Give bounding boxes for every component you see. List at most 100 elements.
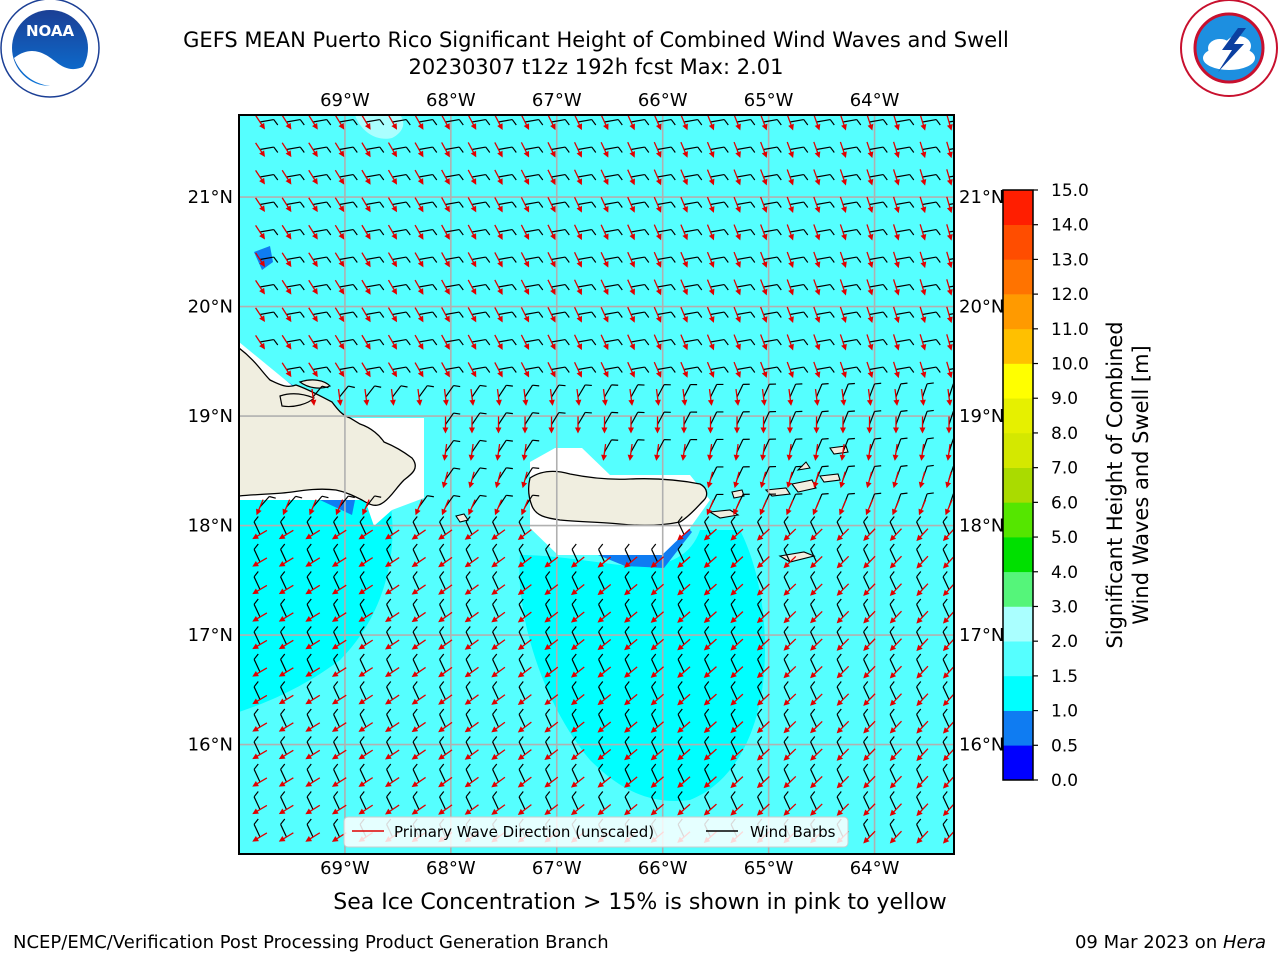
wind-barb bbox=[869, 173, 888, 181]
wave-direction-arrow bbox=[919, 224, 927, 241]
wave-direction-arrow bbox=[680, 141, 688, 158]
vector-marker bbox=[467, 115, 491, 130]
vector-marker bbox=[334, 307, 358, 323]
wave-direction-arrow bbox=[308, 279, 318, 295]
vector-marker bbox=[411, 763, 426, 788]
wind-barb bbox=[550, 411, 566, 425]
vector-marker bbox=[385, 653, 400, 678]
wind-barb bbox=[524, 384, 540, 398]
vector-marker bbox=[703, 791, 717, 816]
wind-barb bbox=[624, 543, 632, 563]
colorbar-swatch bbox=[1003, 294, 1033, 330]
wind-barb bbox=[863, 571, 871, 590]
vector-marker bbox=[733, 279, 756, 296]
wind-barb bbox=[816, 311, 835, 318]
wave-direction-arrow bbox=[362, 499, 370, 516]
wave-direction-arrow bbox=[730, 528, 744, 541]
vector-marker bbox=[544, 571, 559, 596]
wave-direction-arrow bbox=[839, 499, 847, 516]
wave-direction-arrow bbox=[863, 610, 876, 624]
wave-direction-arrow bbox=[866, 416, 873, 434]
wind-barb bbox=[439, 598, 447, 618]
vector-marker bbox=[464, 516, 479, 540]
wave-direction-arrow bbox=[813, 306, 821, 323]
vector-marker bbox=[760, 410, 777, 434]
wave-direction-arrow bbox=[358, 639, 374, 650]
vector-marker bbox=[491, 516, 506, 540]
wave-direction-arrow bbox=[786, 416, 793, 434]
wave-direction-arrow bbox=[946, 115, 953, 131]
wind-barb bbox=[571, 763, 579, 783]
wave-direction-arrow bbox=[441, 471, 449, 489]
wave-direction-arrow bbox=[361, 142, 371, 158]
vector-marker bbox=[252, 543, 268, 567]
vector-marker bbox=[703, 626, 717, 651]
vector-marker bbox=[597, 653, 612, 678]
colorbar-tick-label: 7.0 bbox=[1051, 459, 1078, 479]
vector-marker bbox=[494, 115, 517, 130]
wave-direction-arrow bbox=[491, 556, 506, 568]
vector-marker bbox=[600, 306, 623, 323]
vector-marker bbox=[442, 384, 461, 406]
wave-direction-arrow bbox=[464, 749, 479, 760]
colorbar-tick-label: 14.0 bbox=[1051, 216, 1089, 236]
vector-marker bbox=[336, 385, 355, 406]
wave-direction-arrow bbox=[916, 555, 929, 569]
wave-direction-arrow bbox=[680, 361, 688, 378]
wave-direction-arrow bbox=[863, 528, 876, 541]
wave-direction-arrow bbox=[361, 197, 371, 213]
wind-barb bbox=[306, 736, 314, 755]
wind-barb bbox=[286, 201, 305, 208]
vector-marker bbox=[889, 681, 902, 707]
vector-marker bbox=[494, 252, 517, 268]
wind-barb bbox=[810, 516, 818, 535]
vector-marker bbox=[783, 681, 797, 706]
wind-barb bbox=[551, 118, 570, 126]
vector-marker bbox=[281, 169, 305, 185]
colorbar-swatch bbox=[1003, 363, 1033, 399]
wind-barb bbox=[624, 681, 632, 700]
wind-barb bbox=[471, 146, 491, 153]
wind-barb bbox=[280, 791, 288, 810]
wave-direction-arrow bbox=[491, 721, 506, 733]
vector-marker bbox=[517, 681, 532, 705]
vector-marker bbox=[786, 196, 809, 213]
wind-barb bbox=[418, 118, 438, 126]
vector-marker bbox=[866, 196, 888, 214]
vector-marker bbox=[892, 224, 915, 241]
wind-barb bbox=[863, 708, 871, 728]
vector-marker bbox=[942, 763, 954, 789]
wave-direction-arrow bbox=[627, 251, 635, 268]
vector-marker bbox=[810, 791, 823, 816]
wave-direction-arrow bbox=[863, 748, 876, 761]
wave-direction-arrow bbox=[544, 639, 559, 651]
wind-barb bbox=[518, 791, 526, 810]
vector-marker bbox=[441, 142, 464, 158]
wave-direction-arrow bbox=[520, 224, 530, 241]
wind-barb bbox=[916, 653, 924, 673]
vector-marker bbox=[839, 279, 862, 296]
colorbar-swatch bbox=[1003, 502, 1033, 538]
wind-barb bbox=[656, 411, 671, 425]
wind-barb bbox=[842, 338, 862, 346]
wave-direction-arrow bbox=[411, 666, 426, 678]
wave-direction-arrow bbox=[865, 471, 873, 489]
wave-direction-arrow bbox=[945, 416, 952, 434]
wind-barb bbox=[948, 201, 954, 206]
vector-marker bbox=[438, 543, 453, 568]
wave-direction-arrow bbox=[919, 141, 927, 159]
wave-direction-arrow bbox=[441, 499, 450, 516]
vector-marker bbox=[411, 571, 426, 595]
vector-marker bbox=[361, 252, 385, 268]
wind-barb bbox=[815, 383, 829, 398]
wind-barb bbox=[333, 543, 341, 563]
wind-barb bbox=[604, 228, 623, 236]
vector-marker bbox=[839, 115, 862, 131]
wind-barb bbox=[412, 571, 420, 590]
wind-barb bbox=[815, 410, 829, 425]
wind-barb bbox=[259, 201, 279, 208]
wind-barb bbox=[922, 366, 941, 373]
lat-lon-grid bbox=[239, 115, 954, 854]
wind-barb bbox=[942, 543, 950, 563]
